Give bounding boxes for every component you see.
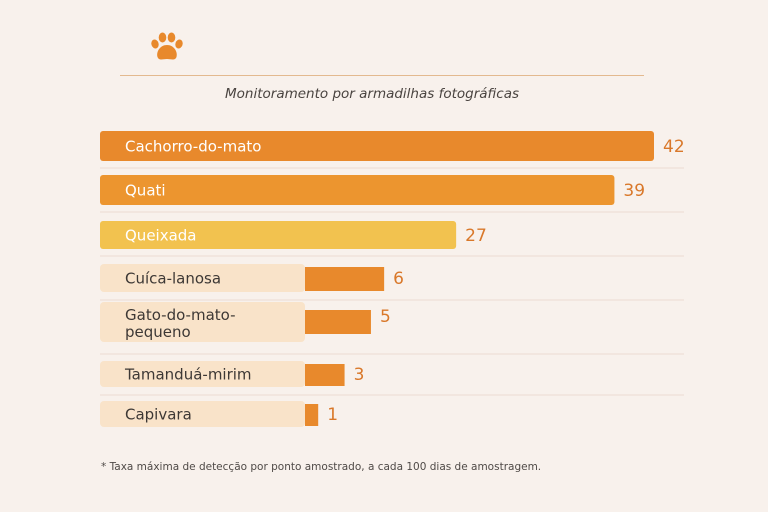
header-divider	[120, 75, 644, 76]
bar-label-background	[100, 302, 305, 342]
value-label: 39	[623, 181, 645, 201]
bar-6	[305, 364, 345, 386]
value-label: 5	[380, 307, 391, 327]
chart-subtitle: Monitoramento por armadilhas fotográfica…	[225, 86, 519, 102]
bar-label-background	[100, 401, 305, 427]
bar-3	[100, 221, 457, 249]
category-label: Cuíca-lanosa	[125, 270, 221, 288]
value-label: 27	[465, 226, 487, 246]
bar-1	[100, 131, 654, 161]
footnote: * Taxa máxima de detecção por ponto amos…	[101, 461, 542, 473]
category-label: Tamanduá-mirim	[124, 366, 252, 384]
bar-label-background	[100, 264, 305, 292]
category-label: Cachorro-do-mato	[125, 138, 261, 156]
value-label: 6	[393, 269, 404, 289]
bar-5	[305, 310, 371, 334]
category-label: Queixada	[125, 227, 197, 245]
paw-icon	[151, 32, 183, 60]
bar-4	[305, 267, 385, 291]
value-label: 42	[663, 137, 685, 157]
bar-2	[100, 175, 615, 205]
bar-label-background	[100, 361, 305, 387]
category-label: Capivara	[125, 406, 192, 424]
value-label: 3	[354, 365, 365, 385]
category-label: Quati	[125, 182, 166, 200]
value-label: 1	[327, 405, 338, 425]
category-label: Gato-do-mato-pequeno	[125, 306, 236, 341]
bar-7	[305, 404, 319, 426]
